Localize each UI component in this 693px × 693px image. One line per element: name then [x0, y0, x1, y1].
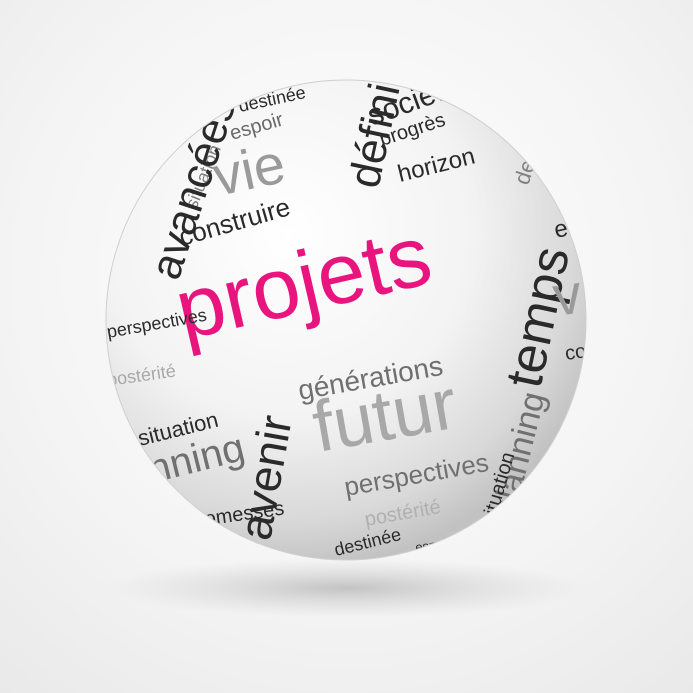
word-espoir-right: espoir — [552, 204, 622, 244]
word-destinee-right: destinée — [509, 101, 558, 188]
sphere — [106, 80, 586, 560]
sphere-shadow — [106, 558, 586, 618]
word-vie-left: vie — [207, 131, 290, 208]
sphere-gloss — [105, 79, 587, 561]
word-vie-right: vie — [549, 256, 629, 328]
